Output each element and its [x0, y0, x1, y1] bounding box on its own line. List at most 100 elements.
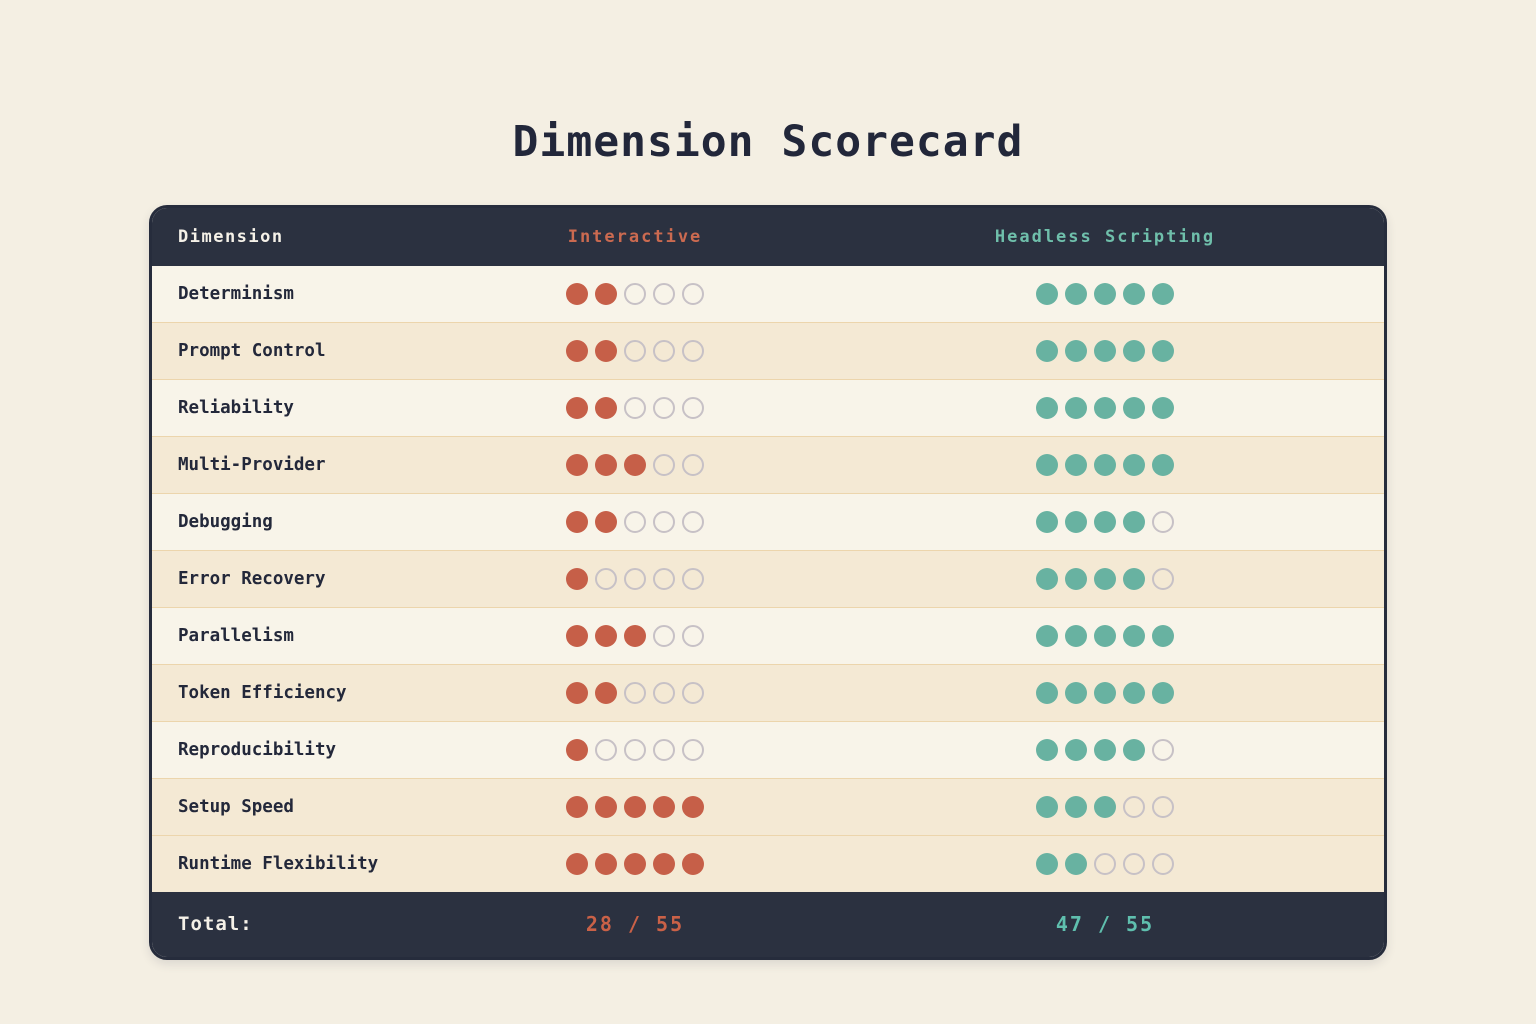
- interactive-filled-dot: [624, 453, 646, 476]
- interactive-score-dots: [520, 681, 750, 704]
- dimension-label: Reliability: [178, 397, 294, 418]
- headless-filled-dot: [1123, 567, 1145, 590]
- table-row: Token Efficiency: [152, 663, 1384, 721]
- empty-dot: [653, 567, 675, 590]
- headless-filled-dot: [1152, 396, 1174, 419]
- table-row: Debugging: [152, 492, 1384, 550]
- dimension-label: Prompt Control: [178, 340, 326, 361]
- empty-dot: [1152, 795, 1174, 818]
- empty-dot: [682, 396, 704, 419]
- headless-filled-dot: [1036, 738, 1058, 761]
- table-header-row: Dimension Interactive Headless Scripting: [152, 207, 1384, 266]
- headless-filled-dot: [1094, 795, 1116, 818]
- empty-dot: [1152, 852, 1174, 875]
- headless-filled-dot: [1123, 339, 1145, 362]
- interactive-filled-dot: [595, 795, 617, 818]
- headless-filled-dot: [1065, 510, 1087, 533]
- headless-filled-dot: [1065, 339, 1087, 362]
- empty-dot: [1152, 510, 1174, 533]
- empty-dot: [682, 738, 704, 761]
- interactive-filled-dot: [595, 852, 617, 875]
- interactive-score-dots: [520, 339, 750, 362]
- headless-filled-dot: [1123, 453, 1145, 476]
- empty-dot: [653, 453, 675, 476]
- empty-dot: [682, 453, 704, 476]
- headless-filled-dot: [1065, 852, 1087, 875]
- table-row: Runtime Flexibility: [152, 834, 1384, 892]
- empty-dot: [624, 510, 646, 533]
- headless-filled-dot: [1123, 396, 1145, 419]
- interactive-filled-dot: [624, 795, 646, 818]
- headless-filled-dot: [1152, 282, 1174, 305]
- interactive-score-dots: [520, 852, 750, 875]
- headless-filled-dot: [1094, 282, 1116, 305]
- interactive-filled-dot: [566, 681, 588, 704]
- interactive-total-score: 28 / 55: [585, 912, 685, 937]
- column-header-dimension: Dimension: [178, 226, 284, 247]
- interactive-filled-dot: [682, 852, 704, 875]
- empty-dot: [624, 339, 646, 362]
- table-row: Multi-Provider: [152, 435, 1384, 493]
- headless-score-dots: [750, 795, 1384, 818]
- interactive-filled-dot: [595, 282, 617, 305]
- empty-dot: [595, 567, 617, 590]
- dimension-label: Parallelism: [178, 625, 294, 646]
- table-row: Parallelism: [152, 606, 1384, 664]
- empty-dot: [653, 738, 675, 761]
- empty-dot: [653, 282, 675, 305]
- headless-filled-dot: [1123, 282, 1145, 305]
- interactive-filled-dot: [624, 624, 646, 647]
- interactive-score-dots: [520, 624, 750, 647]
- interactive-filled-dot: [566, 738, 588, 761]
- headless-filled-dot: [1094, 510, 1116, 533]
- dimension-label: Error Recovery: [178, 568, 326, 589]
- headless-filled-dot: [1094, 738, 1116, 761]
- interactive-filled-dot: [566, 396, 588, 419]
- interactive-score-dots: [520, 453, 750, 476]
- total-label: Total:: [178, 913, 253, 936]
- empty-dot: [624, 396, 646, 419]
- empty-dot: [682, 339, 704, 362]
- empty-dot: [1152, 567, 1174, 590]
- headless-score-dots: [750, 510, 1384, 533]
- headless-filled-dot: [1065, 795, 1087, 818]
- table-footer-row: Total: 28 / 55 47 / 55: [152, 891, 1384, 957]
- table-row: Setup Speed: [152, 777, 1384, 835]
- empty-dot: [682, 681, 704, 704]
- headless-filled-dot: [1065, 624, 1087, 647]
- interactive-score-dots: [520, 795, 750, 818]
- headless-filled-dot: [1036, 396, 1058, 419]
- interactive-filled-dot: [566, 510, 588, 533]
- interactive-score-dots: [520, 567, 750, 590]
- table-row: Determinism: [152, 265, 1384, 322]
- empty-dot: [1094, 852, 1116, 875]
- interactive-score-dots: [520, 738, 750, 761]
- headless-filled-dot: [1036, 852, 1058, 875]
- headless-score-dots: [750, 396, 1384, 419]
- empty-dot: [1123, 795, 1145, 818]
- headless-filled-dot: [1065, 567, 1087, 590]
- headless-filled-dot: [1094, 453, 1116, 476]
- headless-score-dots: [750, 852, 1384, 875]
- headless-filled-dot: [1036, 624, 1058, 647]
- headless-filled-dot: [1123, 681, 1145, 704]
- headless-filled-dot: [1123, 624, 1145, 647]
- dimension-label: Runtime Flexibility: [178, 853, 379, 874]
- headless-filled-dot: [1065, 453, 1087, 476]
- empty-dot: [653, 396, 675, 419]
- headless-filled-dot: [1036, 510, 1058, 533]
- interactive-filled-dot: [595, 453, 617, 476]
- headless-filled-dot: [1036, 453, 1058, 476]
- interactive-filled-dot: [595, 624, 617, 647]
- interactive-filled-dot: [566, 282, 588, 305]
- headless-filled-dot: [1065, 396, 1087, 419]
- interactive-filled-dot: [595, 681, 617, 704]
- interactive-filled-dot: [566, 339, 588, 362]
- headless-filled-dot: [1065, 738, 1087, 761]
- empty-dot: [682, 510, 704, 533]
- interactive-filled-dot: [595, 510, 617, 533]
- interactive-filled-dot: [653, 852, 675, 875]
- table-body: Determinism Prompt Control Reliability M…: [152, 265, 1384, 892]
- interactive-filled-dot: [566, 795, 588, 818]
- table-row: Prompt Control: [152, 321, 1384, 379]
